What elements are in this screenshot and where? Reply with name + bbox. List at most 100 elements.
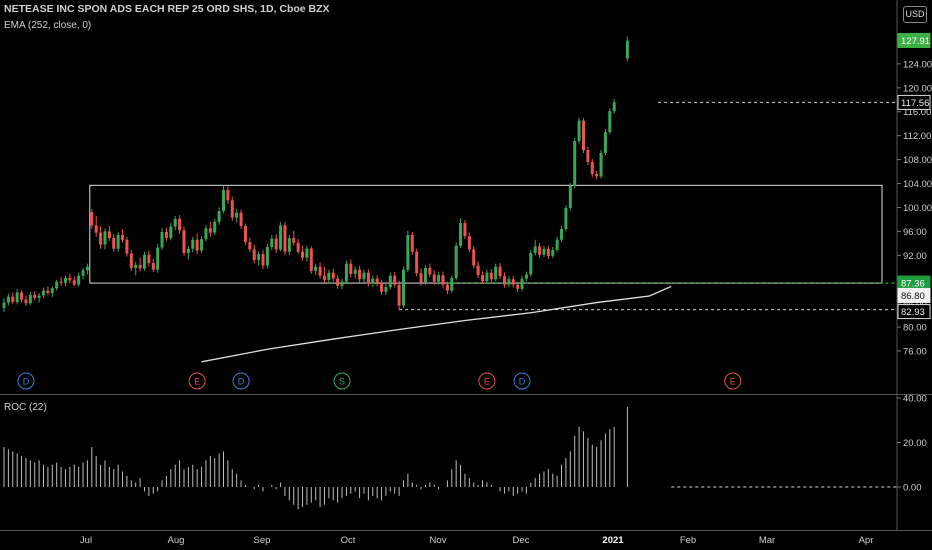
candle xyxy=(28,291,32,305)
candle xyxy=(432,270,436,285)
candle-body xyxy=(239,212,243,227)
candle xyxy=(309,246,313,274)
candle-body xyxy=(573,141,577,186)
candle xyxy=(186,245,190,260)
candle-body xyxy=(502,276,506,285)
candle-body xyxy=(481,275,485,282)
price-tick-label: 120.00 xyxy=(903,83,932,94)
candle-body xyxy=(472,249,476,266)
candle xyxy=(340,278,344,290)
candle-body xyxy=(138,264,142,269)
candle xyxy=(261,249,265,270)
candle xyxy=(138,257,142,272)
price-tick-label: 96.00 xyxy=(903,227,927,238)
candle xyxy=(226,186,230,204)
candle-body xyxy=(59,281,63,283)
currency-badge[interactable]: USD xyxy=(903,6,927,23)
candle xyxy=(599,150,603,179)
candle-body xyxy=(581,120,585,151)
candle xyxy=(344,260,348,285)
candle-body xyxy=(125,239,129,254)
candle xyxy=(103,228,107,250)
candle-body xyxy=(50,288,54,294)
candle xyxy=(498,263,502,280)
candle-body xyxy=(68,278,72,281)
candle-body xyxy=(401,269,405,306)
candle xyxy=(160,228,164,250)
candle xyxy=(467,232,471,253)
roc-tick-label: 0.00 xyxy=(903,483,922,494)
candle-body xyxy=(577,120,581,142)
candle-body xyxy=(485,272,489,282)
candle-body xyxy=(340,281,344,286)
price-axis-badge-text: 117.56 xyxy=(901,98,929,109)
candle xyxy=(586,147,590,165)
candle xyxy=(314,263,318,276)
candle xyxy=(235,208,239,223)
candle xyxy=(191,236,195,253)
candle-body xyxy=(450,278,454,291)
candle xyxy=(274,234,278,253)
candle xyxy=(6,293,10,306)
candle-body xyxy=(362,272,366,280)
candle-body xyxy=(441,275,445,285)
price-tick-label: 124.00 xyxy=(903,59,932,70)
candle-body xyxy=(336,278,340,286)
candle xyxy=(292,230,296,246)
candle-body xyxy=(46,290,50,294)
candle-body xyxy=(586,150,590,162)
candle xyxy=(481,271,485,285)
candle xyxy=(437,272,441,285)
candle xyxy=(200,236,204,253)
candle xyxy=(33,291,37,301)
candle xyxy=(178,215,182,234)
candle xyxy=(147,250,151,267)
candle-body xyxy=(423,267,427,283)
candle-body xyxy=(533,246,537,253)
candle-body xyxy=(55,281,59,289)
candle xyxy=(63,275,67,287)
candle-body xyxy=(476,265,480,276)
candle-body xyxy=(625,40,629,59)
candle xyxy=(494,263,498,282)
candle-body xyxy=(63,278,67,283)
candle-body xyxy=(388,275,392,288)
candle-body xyxy=(560,228,564,240)
candle-body xyxy=(608,111,612,133)
candle xyxy=(164,227,168,241)
price-tick-label: 108.00 xyxy=(903,155,932,166)
candle xyxy=(581,118,585,154)
candle-body xyxy=(6,296,10,303)
candle-body xyxy=(37,295,41,298)
event-marker-circle xyxy=(333,372,351,390)
candle-body xyxy=(524,274,528,279)
candle-body xyxy=(169,226,173,238)
candle xyxy=(213,218,217,235)
candle xyxy=(208,221,212,237)
candle xyxy=(459,218,463,249)
candle-body xyxy=(568,185,572,209)
candle-body xyxy=(406,234,410,270)
candle xyxy=(551,246,555,259)
candle xyxy=(68,273,72,284)
candle xyxy=(524,271,528,282)
candle xyxy=(142,251,146,271)
candle-body xyxy=(107,231,111,238)
candle xyxy=(371,275,375,288)
price-axis-badge-text: 86.80 xyxy=(901,291,925,302)
price-tick-label: 112.00 xyxy=(903,131,931,142)
price-axis-badge-bg xyxy=(897,94,931,110)
candle-body xyxy=(248,242,252,250)
candle-body xyxy=(129,253,133,268)
event-marker-circle xyxy=(232,372,250,390)
candle-body xyxy=(261,254,265,266)
candle xyxy=(230,196,234,221)
price-axis-badge-bg xyxy=(897,304,931,320)
candle-body xyxy=(142,254,146,269)
candle-body xyxy=(121,234,125,240)
candle-body xyxy=(279,225,283,250)
candle xyxy=(20,290,24,303)
candle-body xyxy=(81,270,85,276)
